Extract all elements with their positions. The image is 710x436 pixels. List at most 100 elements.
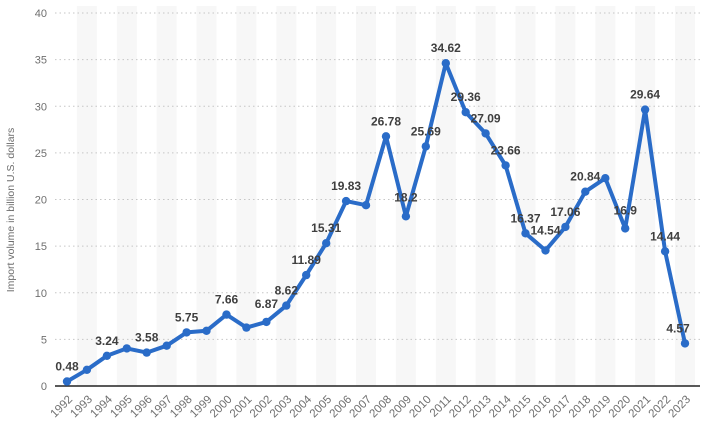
data-point-marker[interactable]	[401, 212, 411, 221]
x-tick-label: 1996	[128, 394, 155, 421]
x-tick-label: 2020	[607, 394, 634, 421]
x-tick-label: 2019	[587, 394, 614, 421]
x-tick-label: 2021	[627, 394, 654, 421]
y-tick-label: 5	[41, 334, 47, 346]
plot-band	[276, 6, 297, 386]
data-point-marker[interactable]	[561, 222, 570, 232]
x-tick-label: 2013	[467, 394, 494, 421]
data-point-marker[interactable]	[521, 229, 530, 238]
data-point-label: 26.78	[371, 114, 401, 128]
data-point-marker[interactable]	[322, 239, 331, 248]
x-tick-label: 2002	[248, 394, 275, 421]
point-labels-layer: 0.48 3.24 3.58 5.75 7.66 6.878.62 11.89 15.31 19…	[55, 41, 690, 373]
plot-band	[475, 6, 496, 386]
data-point-label: 17.06	[550, 205, 580, 219]
x-tick-label: 2010	[407, 394, 434, 421]
data-point-marker[interactable]	[660, 247, 670, 256]
data-point-label: 3.24	[95, 334, 119, 348]
plot-band	[316, 6, 337, 386]
x-tick-label: 1992	[49, 394, 76, 421]
data-point-marker[interactable]	[162, 341, 171, 350]
data-point-marker[interactable]	[621, 224, 630, 233]
plot-band	[356, 6, 376, 386]
data-point-marker[interactable]	[122, 344, 131, 353]
data-point-label: 34.62	[431, 41, 461, 55]
data-point-marker[interactable]	[341, 196, 351, 206]
data-point-label: 5.75	[175, 310, 199, 324]
plot-band	[435, 6, 456, 386]
data-point-marker[interactable]	[680, 339, 690, 348]
x-tick-label: 1993	[68, 394, 95, 421]
y-tick-label: 0	[41, 381, 47, 393]
plot-band	[156, 6, 177, 386]
y-tick-label: 35	[35, 55, 47, 67]
x-tick-label: 2015	[507, 394, 534, 421]
data-point-label: 7.66	[215, 293, 239, 307]
x-tick-label: 2006	[328, 394, 355, 421]
data-point-marker[interactable]	[302, 270, 311, 280]
data-point-marker[interactable]	[581, 187, 590, 196]
data-point-marker[interactable]	[102, 351, 112, 360]
x-tick-label: 2022	[647, 394, 674, 421]
data-point-label: 29.64	[630, 88, 660, 102]
data-point-marker[interactable]	[182, 328, 191, 337]
data-point-marker[interactable]	[501, 161, 510, 170]
data-point-label: 16.9	[614, 203, 638, 217]
data-point-label: 29.36	[451, 90, 481, 104]
x-tick-label: 1997	[148, 394, 175, 421]
x-tick-label: 2000	[208, 394, 235, 421]
data-point-marker[interactable]	[222, 310, 231, 319]
data-point-marker[interactable]	[282, 301, 291, 310]
data-point-marker[interactable]	[601, 174, 610, 183]
data-point-label: 8.62	[275, 284, 299, 298]
x-tick-label: 2018	[567, 394, 594, 421]
plot-band	[675, 6, 695, 386]
data-point-marker[interactable]	[421, 142, 430, 151]
plot-band	[395, 6, 416, 386]
data-point-label: 14.44	[650, 229, 680, 243]
plot-band	[196, 6, 217, 386]
data-point-marker[interactable]	[142, 348, 151, 357]
plot-band	[236, 6, 257, 386]
data-point-marker[interactable]	[640, 105, 650, 114]
x-tick-label: 2023	[667, 394, 694, 421]
x-tick-label: 1999	[188, 394, 215, 421]
x-tick-label: 1995	[108, 394, 135, 421]
y-tick-label: 30	[35, 101, 47, 113]
data-point-marker[interactable]	[262, 317, 271, 327]
series-layer	[62, 59, 690, 386]
x-tick-label: 1998	[168, 394, 195, 421]
data-point-label: 18.2	[394, 190, 418, 204]
plot-band	[515, 6, 536, 386]
y-tick-label: 25	[35, 148, 47, 160]
data-point-marker[interactable]	[242, 323, 251, 332]
x-tick-label: 2009	[387, 394, 414, 421]
data-point-label: 19.83	[331, 179, 361, 193]
data-point-label: 6.87	[255, 297, 279, 311]
data-point-marker[interactable]	[202, 326, 211, 335]
data-point-label: 14.54	[530, 223, 560, 237]
data-point-marker[interactable]	[461, 108, 470, 117]
plot-bands-layer	[76, 6, 695, 386]
x-tick-label: 2003	[268, 394, 295, 421]
x-tick-label: 2017	[547, 394, 574, 421]
data-point-marker[interactable]	[62, 377, 72, 386]
plot-band	[555, 6, 576, 386]
y-tick-label: 15	[35, 241, 47, 253]
x-tick-label: 2007	[348, 394, 375, 421]
data-point-label: 15.31	[311, 221, 341, 235]
data-point-marker[interactable]	[361, 201, 371, 210]
data-point-label: 3.58	[135, 331, 159, 345]
data-point-marker[interactable]	[82, 365, 92, 374]
data-point-marker[interactable]	[441, 59, 450, 68]
y-tick-label: 20	[35, 195, 47, 207]
x-tick-label: 2004	[288, 393, 315, 420]
data-point-marker[interactable]	[381, 132, 391, 141]
data-point-label: 20.84	[570, 170, 600, 184]
data-point-label: 27.09	[471, 111, 501, 125]
data-point-marker[interactable]	[541, 246, 550, 255]
data-point-marker[interactable]	[481, 129, 490, 138]
data-point-label: 4.57	[666, 321, 690, 335]
